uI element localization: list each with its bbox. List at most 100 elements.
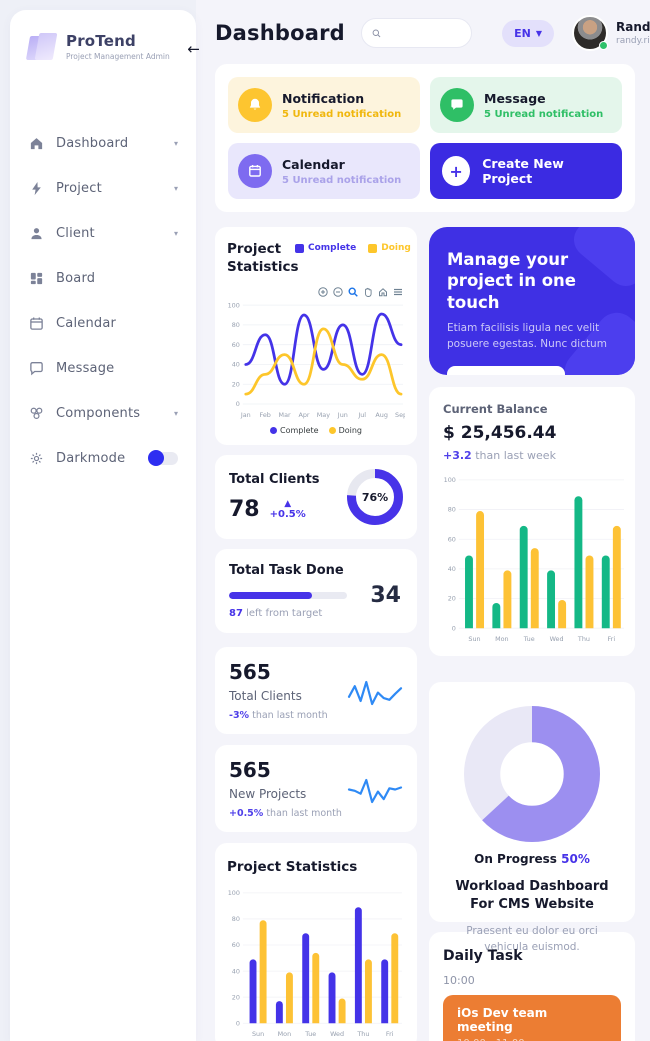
sidebar-item-label: Project	[56, 180, 102, 196]
language-selector[interactable]: EN ▼	[502, 19, 554, 47]
line-chart-legend-top: Complete Doing	[295, 243, 411, 253]
total-clients-title: Total Clients	[229, 472, 320, 488]
stat-cards-container: 565 Total Clients -3% than last month 565 Ne…	[215, 647, 417, 833]
svg-text:80: 80	[448, 506, 456, 514]
promo-title: Manage your project in one touch	[447, 250, 576, 312]
quick-card-subtitle: 5 Unread notification	[484, 108, 604, 120]
project-statistics-bar-card: Project Statistics 0 20 40 60 80 100 Sun Mon Tue…	[215, 843, 417, 1041]
svg-text:Jun: Jun	[337, 411, 348, 419]
quick-card-subtitle: 5 Unread notification	[282, 174, 402, 186]
user-avatar[interactable]	[572, 15, 608, 51]
user-icon	[28, 225, 44, 241]
task-progress-fill	[229, 592, 312, 600]
svg-text:80: 80	[232, 321, 240, 329]
sidebar-item-label: Dashboard	[56, 135, 129, 151]
svg-text:Jul: Jul	[357, 411, 366, 419]
svg-text:Mar: Mar	[279, 411, 291, 419]
sparkline-chart	[347, 778, 403, 803]
try-free-button[interactable]: Try For Free Now	[447, 365, 565, 375]
svg-text:40: 40	[448, 565, 456, 573]
svg-text:Jan: Jan	[240, 411, 251, 419]
brand-subtitle: Project Management Admin	[66, 52, 170, 61]
svg-text:Fri: Fri	[607, 635, 615, 643]
svg-text:20: 20	[448, 595, 456, 603]
pan-icon[interactable]	[362, 286, 373, 297]
svg-text:Thu: Thu	[577, 635, 590, 643]
stat-label: New Projects	[229, 787, 307, 802]
zoom-in-icon[interactable]	[317, 286, 328, 297]
quick-card-message[interactable]: Message 5 Unread notification	[430, 77, 622, 133]
sidebar-item-calendar[interactable]: Calendar	[10, 305, 196, 341]
sidebar-item-label: Board	[56, 270, 96, 286]
sidebar-collapse-arrow-icon[interactable]: ←	[187, 40, 200, 58]
page-title: Dashboard	[215, 21, 345, 45]
svg-text:Tue: Tue	[304, 1030, 316, 1038]
darkmode-toggle[interactable]	[148, 449, 178, 466]
svg-text:100: 100	[444, 476, 456, 484]
workload-progress-label: On Progress	[474, 852, 557, 866]
create-new-project-button[interactable]: + Create New Project	[430, 143, 622, 199]
svg-text:76%: 76%	[362, 491, 388, 504]
balance-delta-suffix: than last week	[471, 449, 556, 462]
svg-text:100: 100	[228, 889, 240, 897]
sidebar: ProTend Project Management Admin ← Dashb…	[10, 10, 200, 1041]
user-info: Randy Riley randy.riley@gmail.com	[616, 20, 650, 46]
event-time: 10:00 - 11:00	[457, 1038, 607, 1041]
clients-donut-chart: 76%	[347, 469, 403, 526]
quick-card-title: Calendar	[282, 156, 345, 172]
svg-text:Feb: Feb	[260, 411, 271, 419]
home-icon	[28, 135, 44, 151]
search-box	[360, 18, 473, 48]
event-card[interactable]: iOs Dev team meeting 10:00 - 11:00	[443, 995, 621, 1041]
selection-zoom-icon[interactable]	[347, 286, 358, 297]
components-icon	[28, 405, 44, 421]
svg-text:Thu: Thu	[356, 1030, 369, 1038]
quick-card-notification[interactable]: Notification 5 Unread notification	[228, 77, 420, 133]
stat-delta-suffix: than last month	[249, 710, 328, 722]
legend-doing-label: Doing	[381, 243, 411, 253]
quick-card-title: Message	[484, 90, 546, 106]
create-project-label: Create New Project	[482, 156, 564, 186]
stat-value: 565	[229, 758, 271, 783]
quick-card-calendar[interactable]: Calendar 5 Unread notification	[228, 143, 420, 199]
project-bar-chart: 0 20 40 60 80 100 Sun Mon Tue Wed Thu Fri	[228, 889, 402, 1038]
task-left-value: 87	[229, 608, 243, 620]
sidebar-item-darkmode[interactable]: Darkmode	[10, 440, 196, 476]
daily-task-time-slot: 10:00	[443, 974, 475, 987]
sidebar-item-client[interactable]: Client ▾	[10, 215, 196, 251]
svg-text:Apr: Apr	[298, 411, 309, 419]
zoom-out-icon[interactable]	[332, 286, 343, 297]
brand-logo-icon	[25, 32, 58, 61]
sidebar-item-components[interactable]: Components ▾	[10, 395, 196, 431]
promo-body: Etiam facilisis ligula nec velit posuere…	[447, 322, 607, 350]
home-reset-icon[interactable]	[377, 286, 388, 297]
total-clients-value: 78	[229, 497, 260, 523]
sidebar-item-board[interactable]: Board	[10, 260, 196, 296]
stat-card-total-clients: 565 Total Clients -3% than last month	[215, 647, 417, 735]
chart-toolbar	[229, 286, 403, 297]
sidebar-item-project[interactable]: Project ▾	[10, 170, 196, 206]
project-statistics-line-card: Project Statistics Complete Doing 0 20 40 6…	[215, 227, 417, 446]
svg-text:80: 80	[232, 915, 240, 923]
quick-card-title: Notification	[282, 90, 365, 106]
menu-icon[interactable]	[392, 286, 403, 297]
svg-text:May: May	[317, 411, 330, 419]
svg-text:60: 60	[232, 941, 240, 949]
arrow-up-icon: ▲	[284, 499, 292, 510]
event-title: iOs Dev team meeting	[457, 1006, 548, 1034]
bell-icon	[238, 88, 272, 122]
stat-delta: +0.5%	[229, 808, 264, 820]
sidebar-item-dashboard[interactable]: Dashboard ▾	[10, 125, 196, 161]
search-input[interactable]	[387, 27, 462, 39]
stat-delta-suffix: than last month	[263, 808, 342, 820]
daily-task-title: Daily Task	[443, 948, 523, 964]
sidebar-item-message[interactable]: Message	[10, 350, 196, 386]
workload-body: Praesent eu dolor eu orci vehicula euism…	[466, 925, 598, 954]
calendar-icon	[238, 154, 272, 188]
promo-card: Manage your project in one touch Etiam f…	[429, 227, 635, 375]
workload-progress-value: 50%	[561, 852, 590, 866]
sidebar-nav: Dashboard ▾ Project ▾ Client ▾ Board Calendar Me…	[10, 125, 196, 476]
sidebar-item-label: Client	[56, 225, 95, 241]
svg-text:100: 100	[228, 301, 240, 309]
main-area: Dashboard EN ▼ Randy Riley randy.riley@g…	[196, 0, 650, 1041]
